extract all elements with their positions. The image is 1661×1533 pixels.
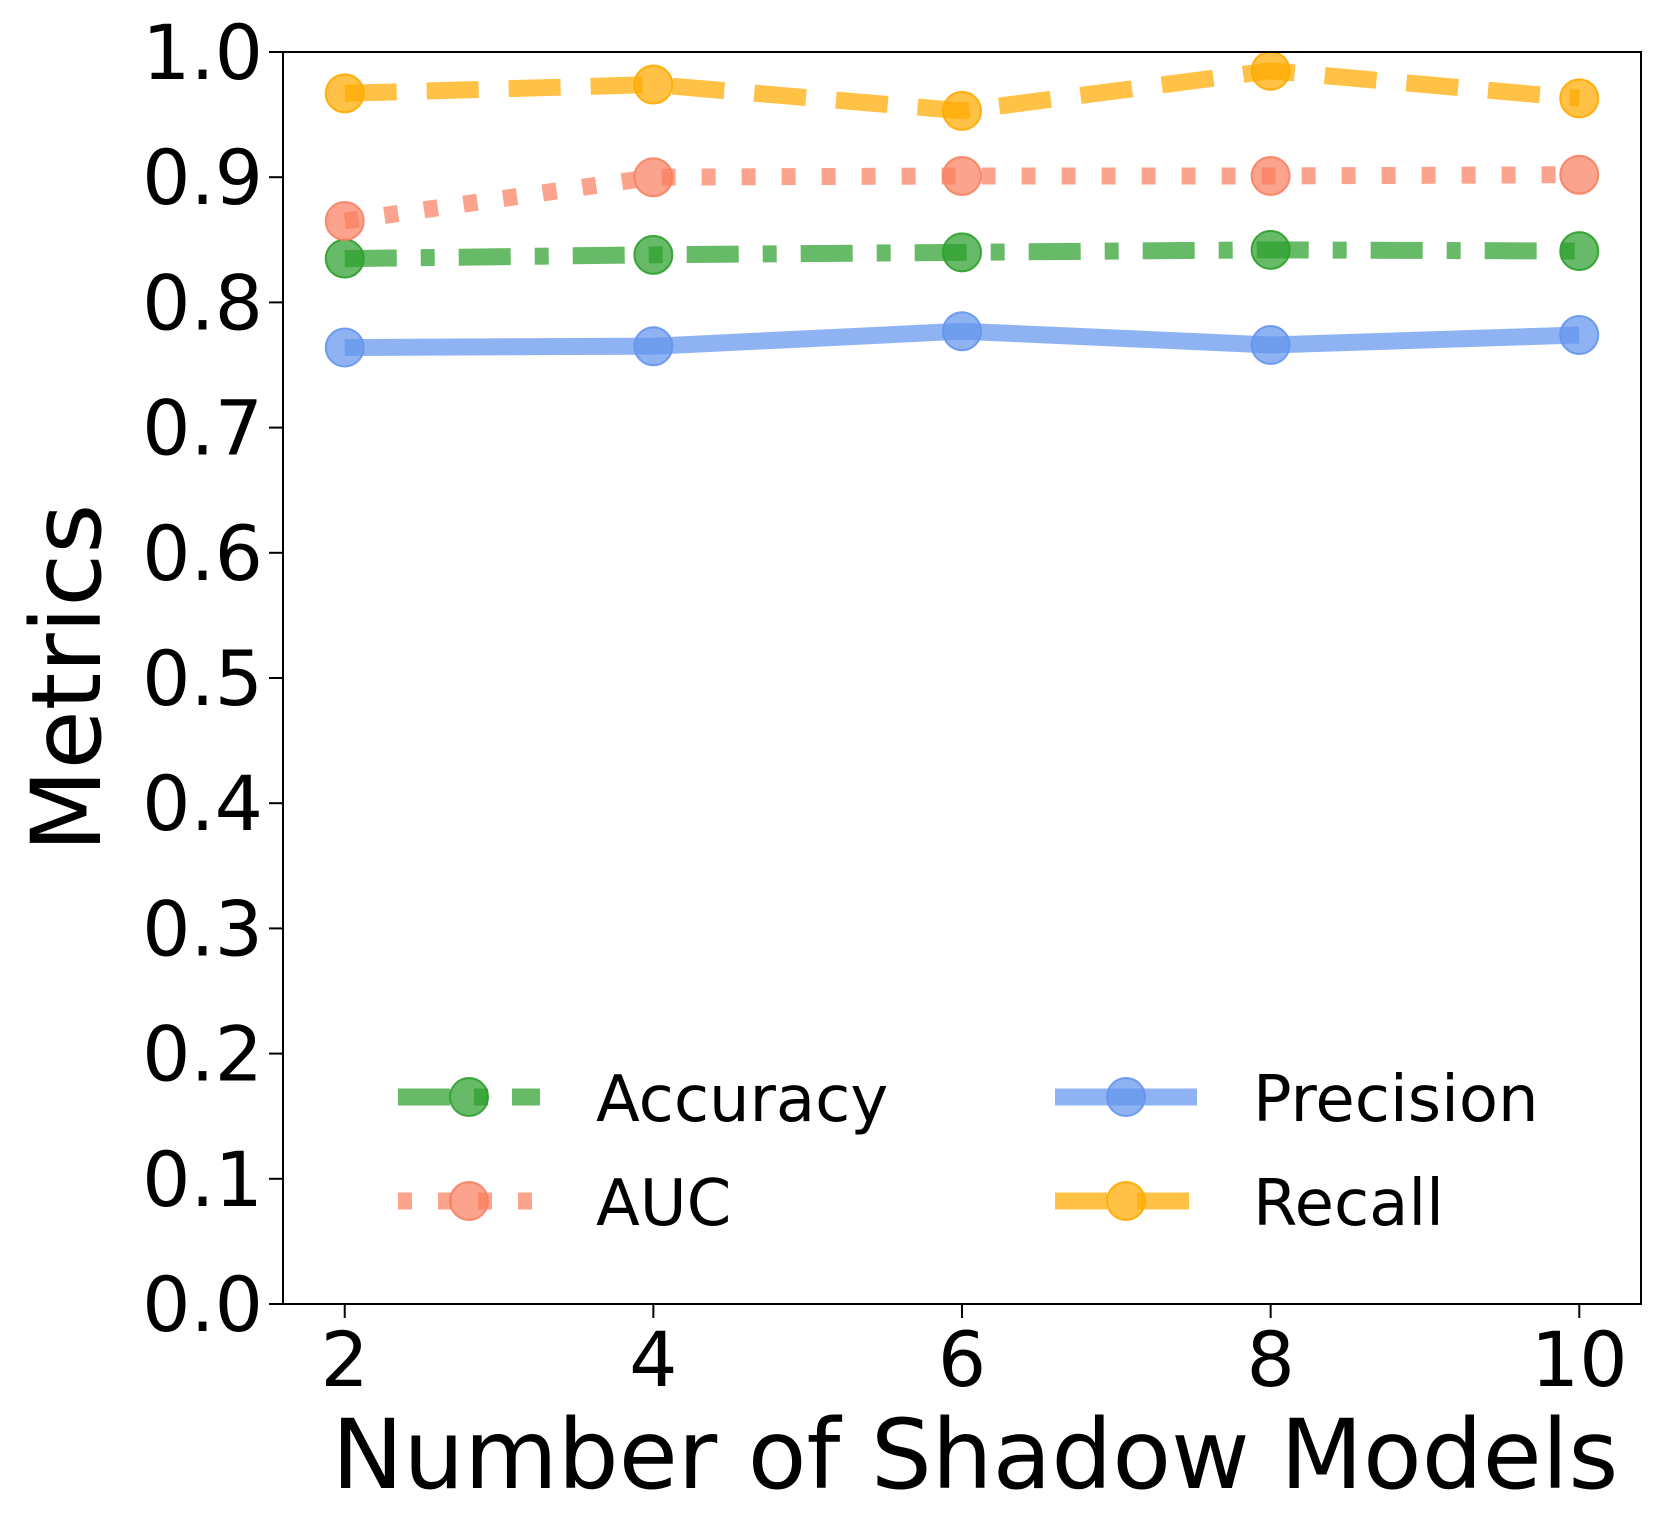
y-tick-label: 0.2 <box>142 1010 263 1099</box>
data-point-accuracy <box>324 238 365 279</box>
data-point-precision <box>942 311 982 352</box>
legend-swatch-marker <box>449 1181 489 1221</box>
y-tick-label: 0.0 <box>142 1260 263 1349</box>
data-point-accuracy <box>1250 229 1291 270</box>
legend-swatch-marker <box>1106 1077 1146 1117</box>
data-point-recall <box>324 73 365 114</box>
data-point-auc <box>942 155 982 196</box>
y-tick-label: 0.7 <box>142 384 263 473</box>
y-axis-label: Metrics <box>11 504 123 852</box>
y-tick-label: 0.6 <box>142 509 263 598</box>
data-point-precision <box>633 326 674 367</box>
data-point-auc <box>1559 154 1600 195</box>
legend-item-accuracy: Accuracy <box>398 1063 888 1137</box>
legend-swatch-marker <box>449 1077 489 1117</box>
data-point-accuracy <box>942 232 982 273</box>
data-point-precision <box>1250 324 1291 365</box>
legend-label: Accuracy <box>596 1063 888 1137</box>
legend-label: Precision <box>1253 1063 1539 1137</box>
data-point-accuracy <box>1559 231 1600 272</box>
data-layer <box>324 50 1600 368</box>
data-point-recall <box>942 90 982 131</box>
series-line-auc <box>343 166 1580 230</box>
data-point-accuracy <box>633 234 674 275</box>
x-tick-label: 6 <box>938 1315 986 1404</box>
y-tick-label: 1.0 <box>142 8 263 97</box>
y-tick-label: 0.3 <box>142 884 263 973</box>
x-axis-label: Number of Shadow Models <box>332 1399 1619 1511</box>
data-point-recall <box>633 64 674 105</box>
data-point-precision <box>1559 314 1600 355</box>
data-point-precision <box>324 327 365 368</box>
y-tick-label: 0.9 <box>142 133 263 222</box>
y-tick-label: 0.1 <box>142 1135 263 1224</box>
legend: Accuracy AUC Precision Recall <box>398 1063 1539 1241</box>
legend-swatch-marker <box>1106 1181 1146 1221</box>
y-tick-label: 0.4 <box>142 759 263 848</box>
y-tick-label: 0.8 <box>142 258 263 347</box>
data-point-recall <box>1250 50 1291 91</box>
x-tick-label: 4 <box>629 1315 677 1404</box>
x-tick-label: 8 <box>1246 1315 1294 1404</box>
x-tick-label: 10 <box>1531 1315 1628 1404</box>
axes-ticks: 0.0 0.1 0.2 0.3 0.4 0.5 0.6 0.7 0.8 0.9 1.0 2 4 6 8 10 <box>142 8 1628 1404</box>
x-tick-label: 2 <box>321 1315 369 1404</box>
data-point-recall <box>1559 78 1600 119</box>
legend-item-recall: Recall <box>1055 1167 1444 1241</box>
legend-item-precision: Precision <box>1055 1063 1539 1137</box>
y-tick-label: 0.5 <box>142 634 263 723</box>
legend-item-auc: AUC <box>398 1167 731 1241</box>
legend-label: AUC <box>596 1167 731 1241</box>
legend-label: Recall <box>1253 1167 1444 1241</box>
data-point-auc <box>633 157 674 198</box>
data-point-auc <box>324 201 365 242</box>
data-point-auc <box>1250 155 1291 196</box>
